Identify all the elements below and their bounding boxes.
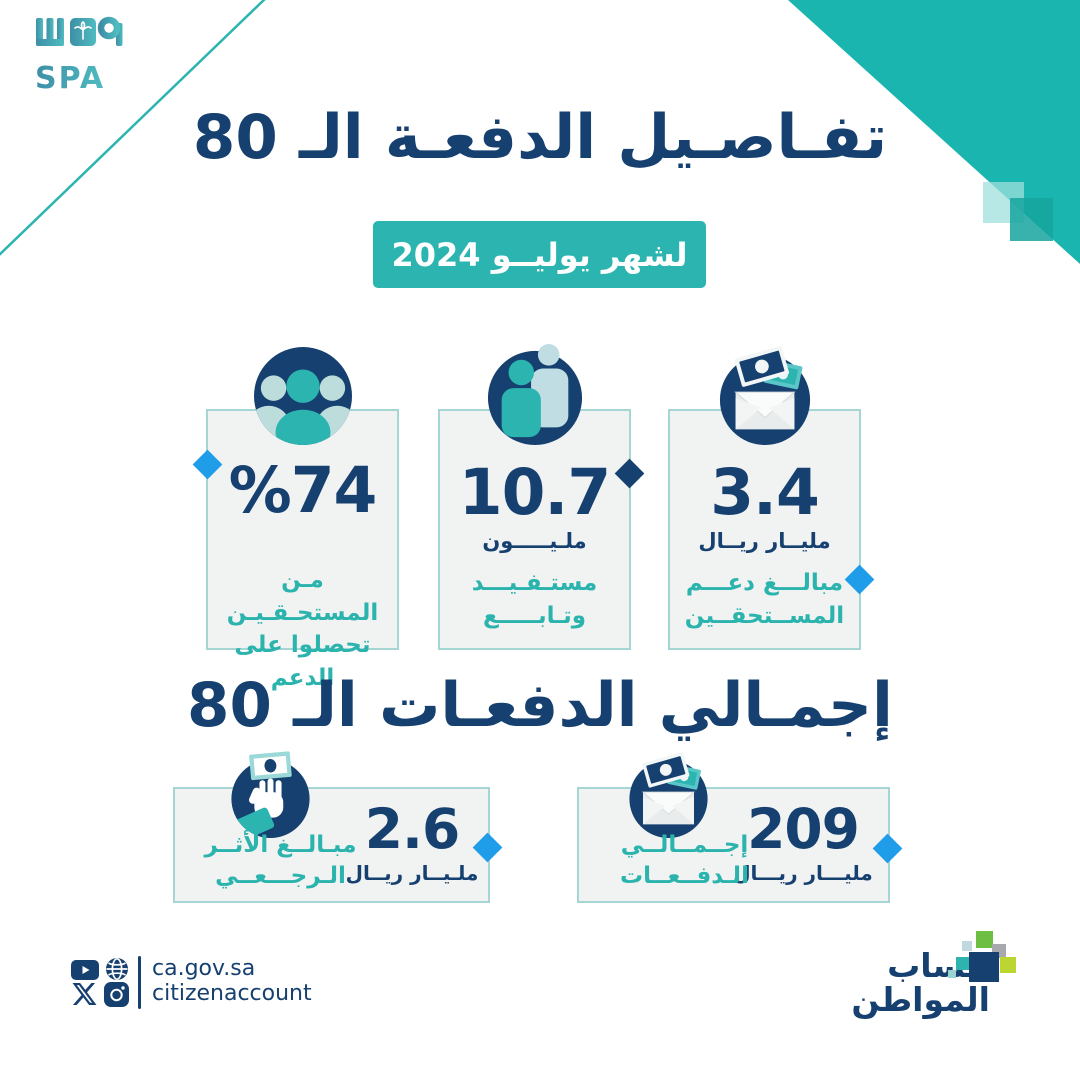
stat-value: 3.4 xyxy=(710,456,820,529)
decor-square-light xyxy=(983,182,1024,223)
totals-title: إجمـالي الدفعـات الـ 80 xyxy=(187,670,893,741)
stat-value: 2.6 xyxy=(364,797,460,861)
stat-value: 209 xyxy=(747,797,860,861)
spa-logo-text: SPA xyxy=(35,61,105,96)
stat-value: %74 xyxy=(228,454,378,527)
stat-label-line: مبالـــغ دعـــم xyxy=(685,570,844,597)
mosaic-square xyxy=(976,931,993,948)
mosaic-square xyxy=(956,957,969,970)
stat-card-eligible-percent: %74 مـن المستحـقـيـن تحصلوا على الدعم xyxy=(192,347,399,691)
stat-value: 10.7 xyxy=(458,456,611,529)
social-icons xyxy=(71,957,133,1009)
envelope-money-icon xyxy=(626,752,711,838)
x-icon xyxy=(72,983,97,1005)
stat-card-beneficiaries: 10.7 ملـيـــــون مستـفـيـــد وتـابـــــع xyxy=(438,344,645,650)
stat-label: إجــمــالــي الـدفــعــات xyxy=(607,830,762,893)
stat-label: مبـالــغ الأثــر الـرجـــعــي xyxy=(203,830,358,893)
stat-label-line: مستـفـيـــد xyxy=(471,570,598,597)
stat-unit: مليــار ريــال xyxy=(698,529,831,553)
instagram-icon xyxy=(104,982,129,1007)
stat-number-block: 209 مليـــار ريـــال xyxy=(728,797,878,886)
decor-square-dark xyxy=(1010,198,1053,241)
stat-label-line: المســتحقــين xyxy=(684,602,845,629)
mosaic-square xyxy=(948,970,956,978)
people-group-icon xyxy=(253,347,352,445)
stat-label: مبالـــغ دعـــم المســتحقــين xyxy=(670,567,859,632)
spa-logo-arabic-glyphs xyxy=(36,18,123,46)
two-people-icon xyxy=(486,344,584,445)
mosaic-square xyxy=(969,952,999,982)
stat-card-support-amounts: 3.4 مليــار ريــال مبالـــغ دعـــم المسـ… xyxy=(668,346,875,650)
envelope-money-icon xyxy=(716,346,814,445)
month-badge: لشهر يوليــو 2024 xyxy=(373,221,706,288)
youtube-icon xyxy=(71,960,99,980)
social-handle: citizenaccount xyxy=(152,981,312,1006)
stat-unit: ملـيـــــون xyxy=(482,529,587,553)
stat-card-retroactive: 2.6 ملـيــار ريــال مبـالــغ الأثــر الـ… xyxy=(173,751,503,903)
brand-line2: المواطن xyxy=(851,979,990,1019)
stat-label-line: وتـابـــــع xyxy=(482,602,587,629)
website-url: ca.gov.sa xyxy=(152,956,256,981)
stat-unit: مليـــار ريـــال xyxy=(733,861,873,885)
stat-label-line: الـرجـــعــي xyxy=(215,863,346,890)
mosaic-square xyxy=(1000,957,1016,973)
stat-unit: ملـيــار ريــال xyxy=(345,861,479,885)
stat-label-line: إجــمــالــي xyxy=(620,831,749,858)
stat-label-line: الـدفــعــات xyxy=(620,863,749,890)
globe-icon xyxy=(105,957,129,981)
stat-card-total-payments: 209 مليـــار ريـــال إجــمــالــي الـدفـ… xyxy=(577,752,903,903)
palm-icon xyxy=(74,21,92,40)
stat-label-line: مبـالــغ الأثــر xyxy=(204,831,357,858)
page-title: تفـاصـيل الدفعـة الـ 80 xyxy=(192,102,888,173)
footer-divider xyxy=(138,956,141,1009)
hand-money-icon xyxy=(228,751,313,838)
stat-label: مـن المستحـقـيـن تحصلوا على الدعم xyxy=(208,564,397,695)
stat-label-line: تحصلوا على الدعم xyxy=(234,632,371,691)
stat-label-line: مـن المستحـقـيـن xyxy=(226,567,379,626)
spa-logo: SPA xyxy=(35,16,130,96)
stat-number-block: 2.6 ملـيــار ريــال xyxy=(338,797,486,886)
mosaic-square xyxy=(962,941,972,951)
stat-label: مستـفـيـــد وتـابـــــع xyxy=(440,567,629,632)
